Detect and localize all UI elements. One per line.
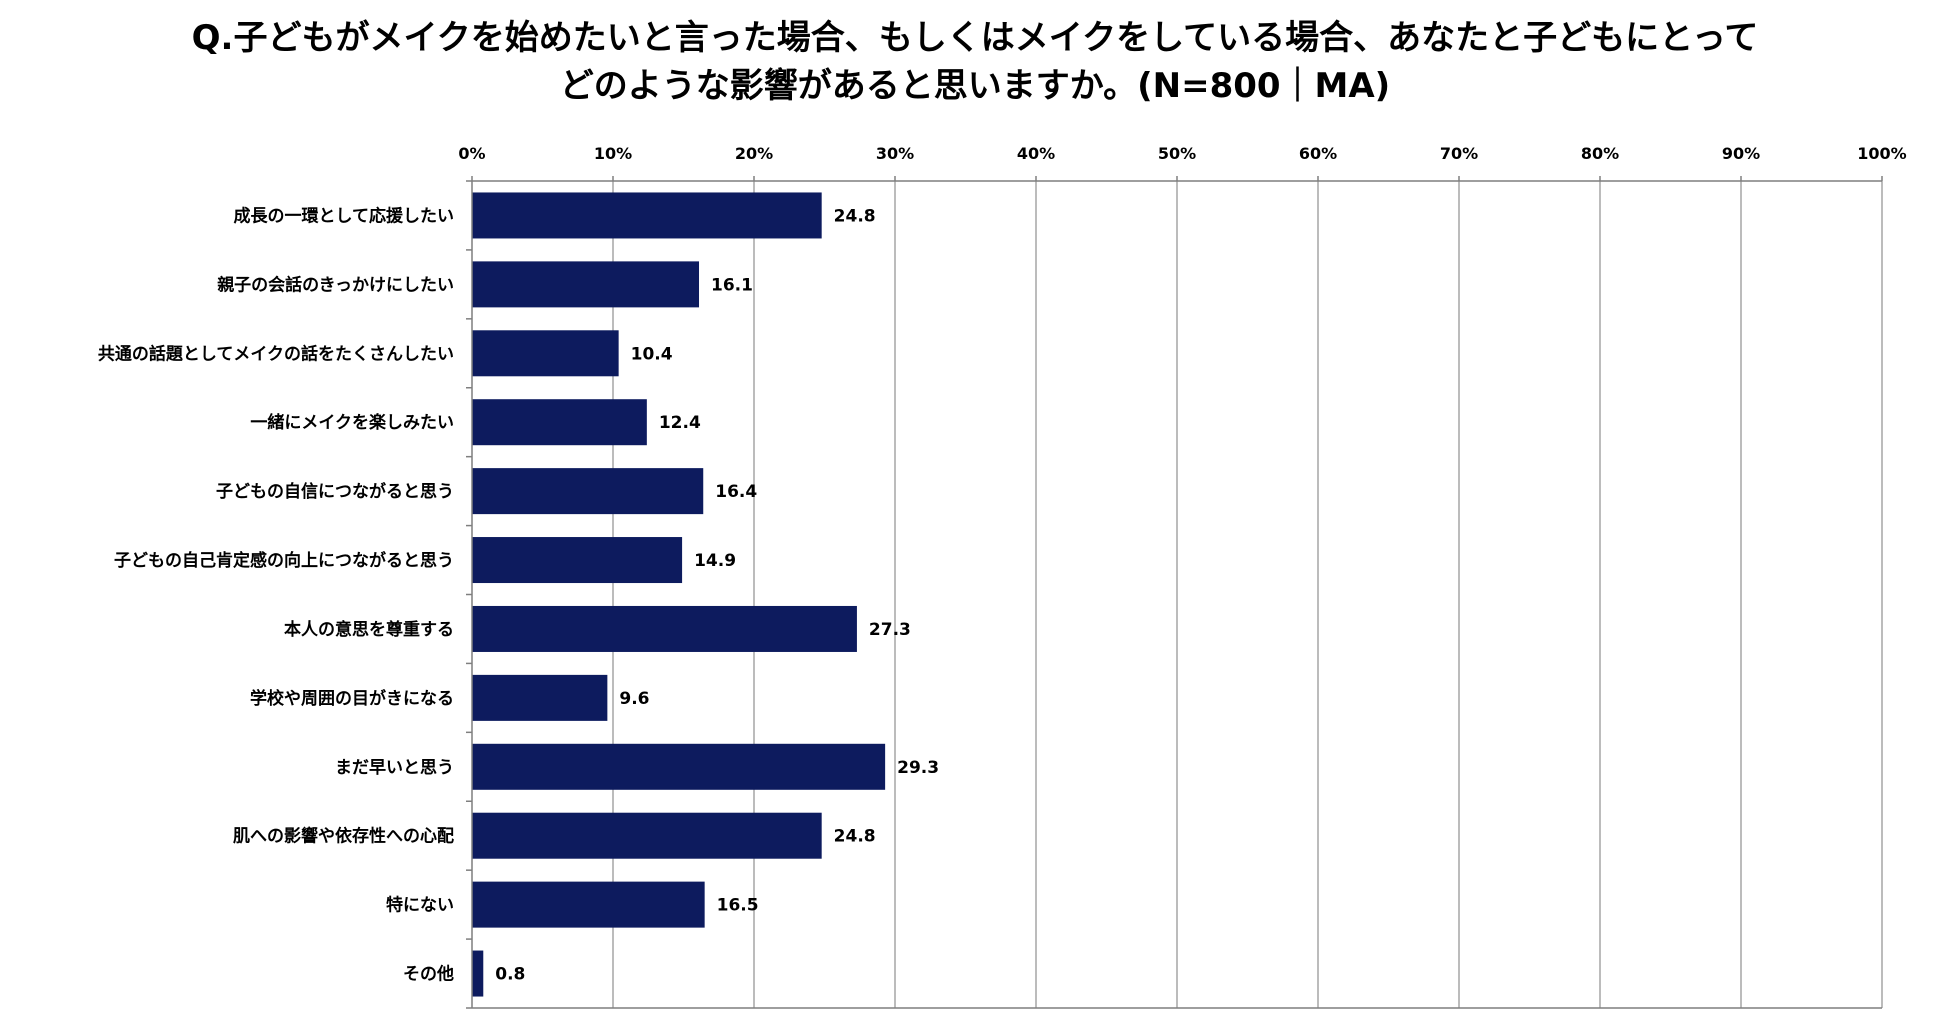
x-tick-label: 80%: [1581, 144, 1619, 163]
x-tick-labels: 0% 10% 20% 30% 40% 50% 60% 70% 80% 90% 100%: [458, 144, 1906, 163]
data-label: 16.5: [717, 896, 759, 916]
bar: [472, 950, 484, 997]
category-label: 肌への影響や依存性への心配: [233, 826, 454, 847]
category-label: まだ早いと思う: [335, 758, 454, 778]
category-label: 親子の会話のきっかけにしたい: [217, 274, 454, 295]
bar: [472, 674, 608, 721]
category-label: 特にない: [386, 895, 454, 916]
data-label: 29.3: [897, 758, 939, 778]
category-label: 子どもの自己肯定感の向上につながると思う: [114, 550, 454, 571]
x-tick-label: 100%: [1857, 144, 1906, 163]
data-label: 16.1: [711, 275, 753, 295]
category-label: 共通の話題としてメイクの話をたくさんしたい: [98, 343, 454, 364]
category-label: 一緒にメイクを楽しみたい: [250, 412, 454, 433]
chart-title-line-2: どのような影響があると思いますか。(N=800｜MA): [559, 66, 1391, 106]
x-tick-label: 40%: [1017, 144, 1055, 163]
data-label: 9.6: [619, 689, 649, 709]
bars: [472, 192, 886, 997]
category-label: 成長の一環として応援したい: [234, 205, 455, 226]
data-label: 12.4: [659, 413, 701, 433]
axes: [466, 176, 1883, 1009]
x-tick-label: 70%: [1440, 144, 1478, 163]
category-label: 子どもの自信につながると思う: [216, 481, 454, 502]
x-tick-label: 30%: [876, 144, 914, 163]
x-tick-label: 50%: [1158, 144, 1196, 163]
bar: [472, 743, 886, 790]
data-label: 24.8: [834, 827, 876, 847]
x-tick-label: 90%: [1722, 144, 1760, 163]
data-label: 27.3: [869, 620, 911, 640]
data-label: 24.8: [834, 206, 876, 226]
data-labels: 24.8 16.1 10.4 12.4 16.4 14.9 27.3 9.6 29.3 24.8 1…: [495, 206, 939, 984]
x-tick-label: 0%: [458, 144, 485, 163]
bar: [472, 881, 705, 928]
bar: [472, 468, 704, 515]
x-tick-label: 10%: [594, 144, 632, 163]
gridlines: [612, 181, 1883, 1008]
category-labels: 成長の一環として応援したい親子の会話のきっかけにしたい共通の話題としてメイクの話…: [98, 205, 454, 984]
bar: [472, 537, 683, 584]
bar: [472, 192, 822, 239]
data-label: 14.9: [694, 551, 736, 571]
x-tick-label: 60%: [1299, 144, 1337, 163]
data-label: 0.8: [495, 965, 525, 985]
data-label: 16.4: [715, 482, 757, 502]
category-label: 学校や周囲の目がきになる: [250, 688, 454, 709]
bar: [472, 330, 619, 377]
data-label: 10.4: [631, 344, 673, 364]
chart-title: Q.子どもがメイクを始めたいと言った場合、もしくはメイクをしている場合、あなたと…: [0, 14, 1950, 110]
category-label: 本人の意思を尊重する: [284, 619, 454, 640]
bar: [472, 399, 647, 446]
x-tick-label: 20%: [735, 144, 773, 163]
bar: [472, 605, 857, 652]
category-label: その他: [403, 964, 454, 985]
bar: [472, 261, 700, 308]
bar: [472, 812, 822, 859]
chart-title-line-1: Q.子どもがメイクを始めたいと言った場合、もしくはメイクをしている場合、あなたと…: [191, 18, 1759, 58]
